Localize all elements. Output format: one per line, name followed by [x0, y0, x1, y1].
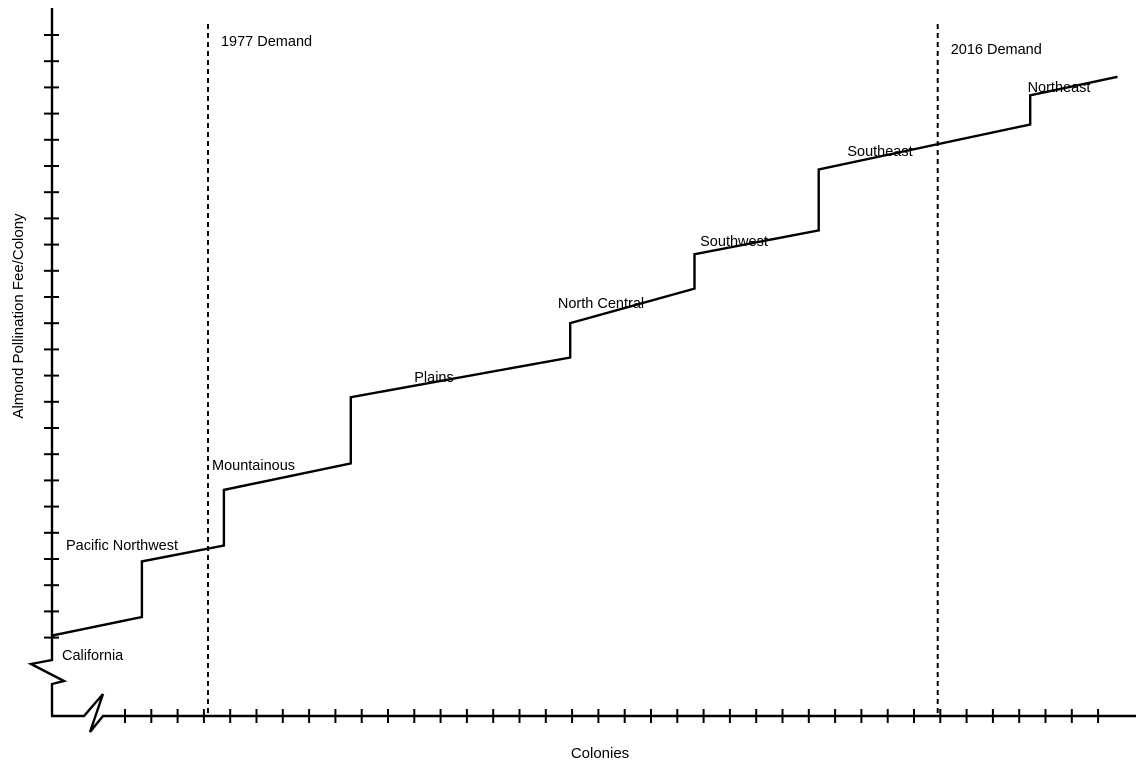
- segment-label: California: [62, 648, 124, 664]
- segment-label: North Central: [558, 296, 644, 312]
- segment-label: Northeast: [1028, 80, 1091, 96]
- axes: [27, 8, 1136, 733]
- segment-label: Pacific Northwest: [66, 538, 178, 554]
- demand-lines: 1977 Demand 2016 Demand: [206, 24, 1042, 716]
- supply-curve-line: [51, 75, 1118, 637]
- y-axis: [27, 8, 68, 716]
- segment-label: Southwest: [700, 234, 768, 250]
- segment-label: Southeast: [847, 144, 912, 160]
- axis-ticks: [44, 34, 1100, 723]
- x-axis-title: Colonies: [571, 745, 629, 762]
- supply-series: [51, 75, 1118, 637]
- segment-label: Plains: [414, 370, 454, 386]
- segment-labels: California Pacific Northwest Mountainous Pl…: [62, 80, 1090, 664]
- segment-label: Mountainous: [212, 458, 295, 474]
- demand-label: 2016 Demand: [951, 42, 1042, 58]
- x-axis: [51, 693, 1136, 733]
- demand-label: 1977 Demand: [221, 34, 312, 50]
- y-axis-title: Almond Pollination Fee/Colony: [10, 213, 27, 419]
